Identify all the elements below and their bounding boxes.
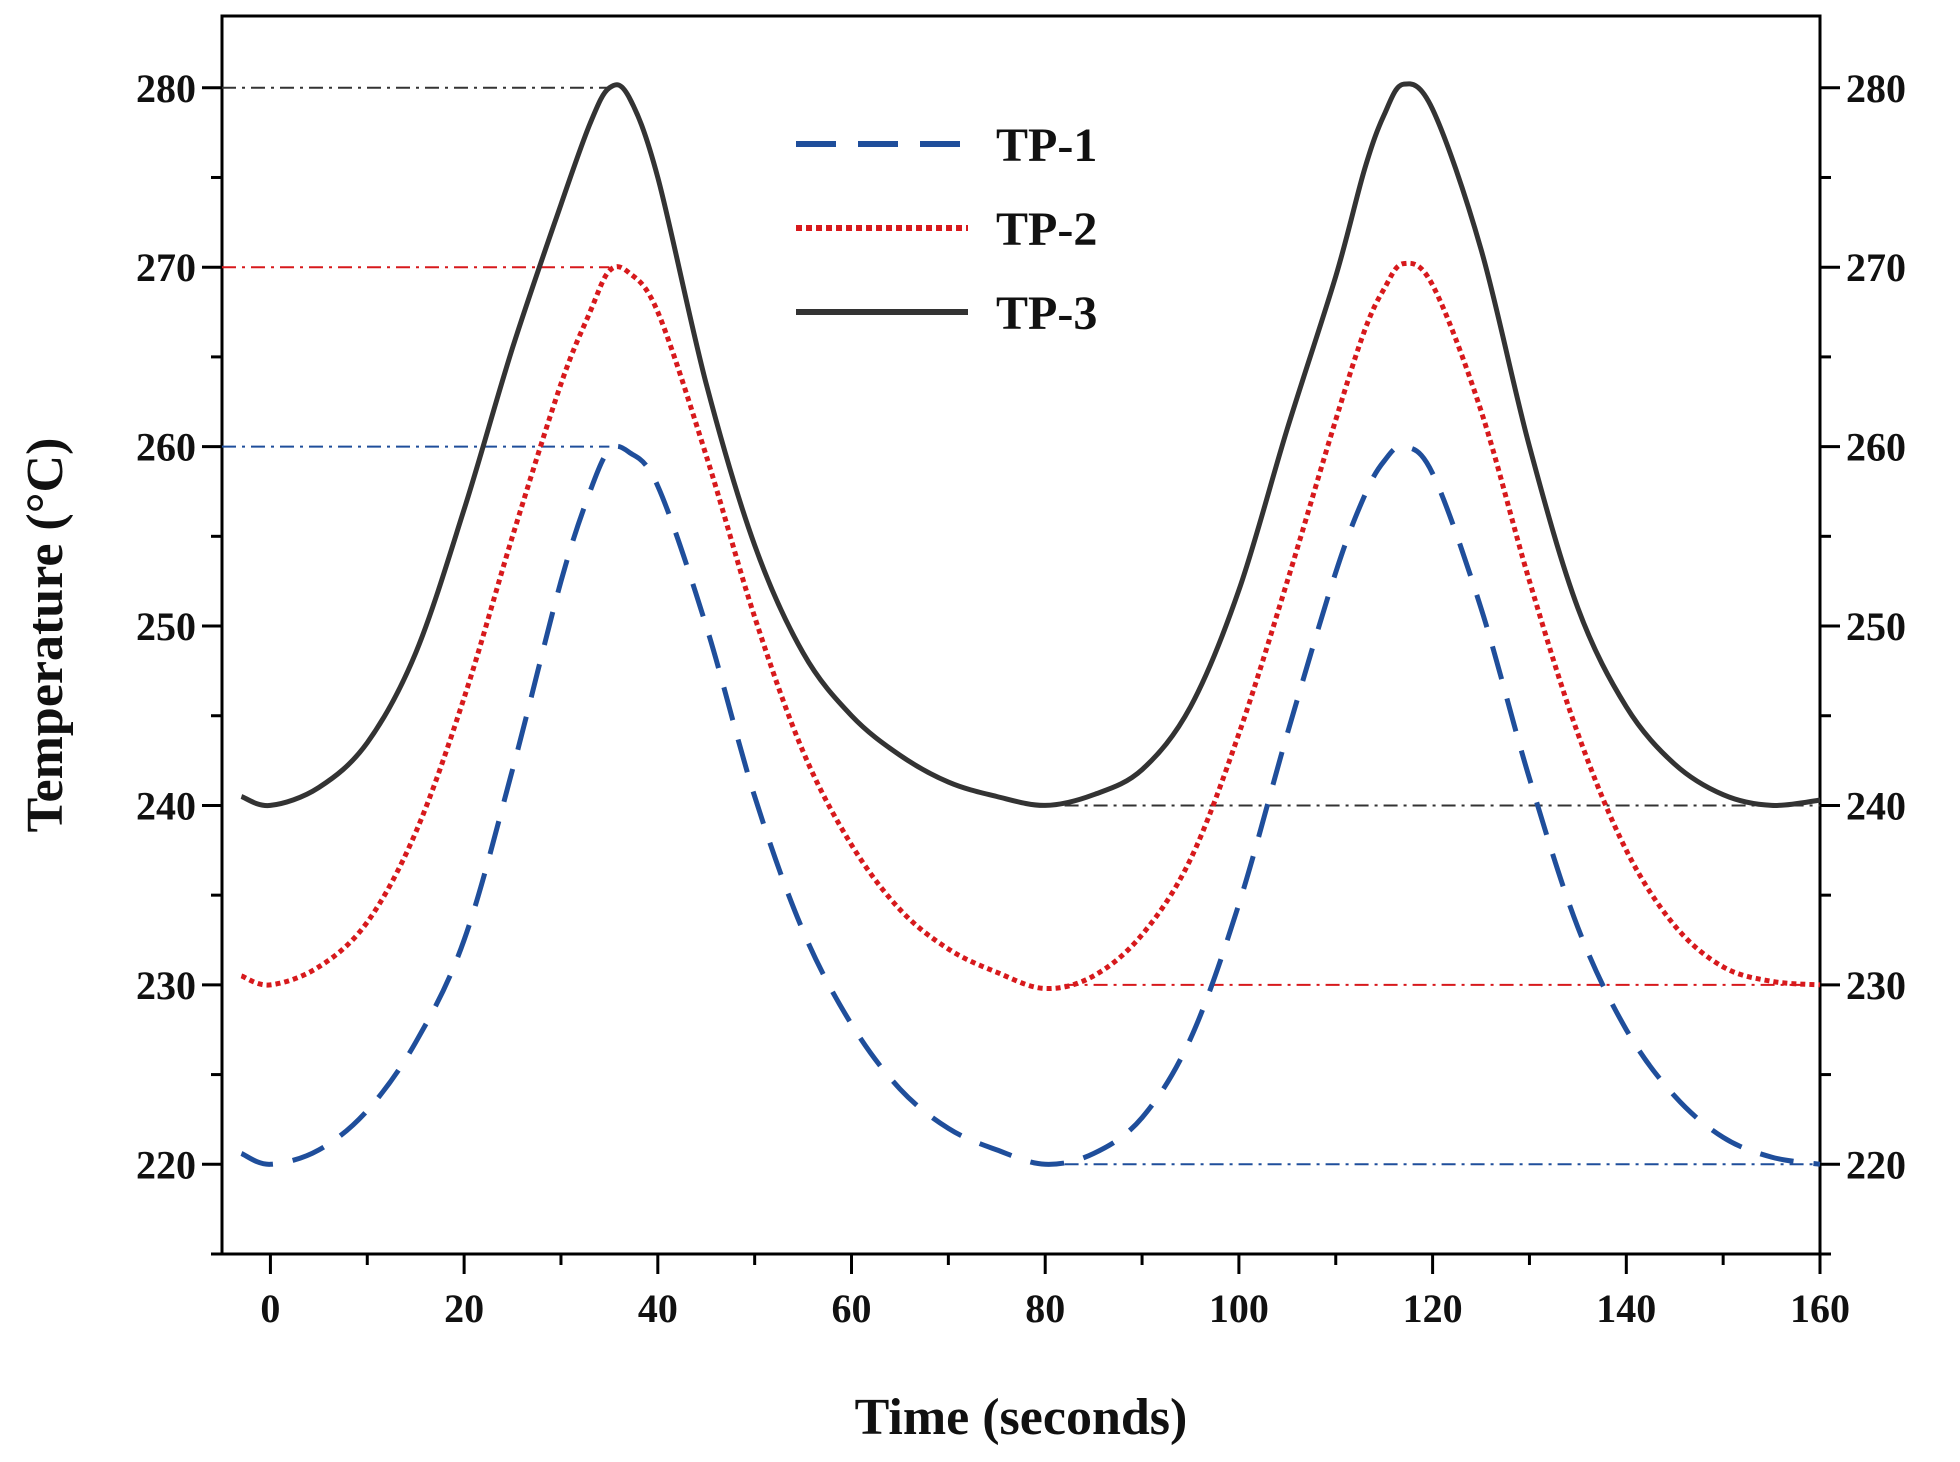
axis-tick-labels: 0 20 40 60 80 100 120 140 160 220 220 230 230 240 240 2… — [136, 66, 1906, 1331]
series-line-tp-1 — [240, 443, 1821, 1167]
y-axis-title: Temperature (°C) — [17, 438, 74, 833]
x-tick-label: 40 — [638, 1286, 678, 1331]
y-left-tick-label: 260 — [136, 425, 196, 470]
y-right-tick-label: 260 — [1846, 425, 1906, 470]
x-tick-label: 20 — [444, 1286, 484, 1331]
y-right-tick-label: 270 — [1846, 245, 1906, 290]
axis-ticks — [202, 86, 1840, 1274]
y-left-tick-label: 240 — [136, 783, 196, 828]
x-tick-label: 0 — [260, 1286, 280, 1331]
reference-lines — [222, 86, 1820, 1166]
series-line-tp-3 — [240, 81, 1821, 809]
legend-label-tp-3: TP-3 — [996, 287, 1097, 340]
legend-label-tp-1: TP-1 — [996, 119, 1097, 172]
x-tick-label: 120 — [1403, 1286, 1463, 1331]
y-right-tick-label: 280 — [1846, 66, 1906, 111]
series-lines — [240, 81, 1821, 1167]
y-left-tick-label: 250 — [136, 604, 196, 649]
x-tick-label: 80 — [1025, 1286, 1065, 1331]
legend: TP-1 TP-2 TP-3 — [796, 119, 1097, 340]
y-right-tick-label: 250 — [1846, 604, 1906, 649]
legend-label-tp-2: TP-2 — [996, 203, 1097, 256]
y-right-tick-label: 220 — [1846, 1142, 1906, 1187]
x-axis-title: Time (seconds) — [855, 1389, 1188, 1446]
plot-frame — [220, 14, 1822, 1256]
y-right-tick-label: 230 — [1846, 963, 1906, 1008]
y-left-tick-label: 220 — [136, 1142, 196, 1187]
y-left-tick-label: 270 — [136, 245, 196, 290]
x-tick-label: 160 — [1790, 1286, 1850, 1331]
y-left-tick-label: 230 — [136, 963, 196, 1008]
x-tick-label: 100 — [1209, 1286, 1269, 1331]
x-tick-label: 140 — [1596, 1286, 1656, 1331]
series-line-tp-2 — [240, 260, 1821, 992]
y-left-tick-label: 280 — [136, 66, 196, 111]
x-tick-label: 60 — [832, 1286, 872, 1331]
y-right-tick-label: 240 — [1846, 783, 1906, 828]
